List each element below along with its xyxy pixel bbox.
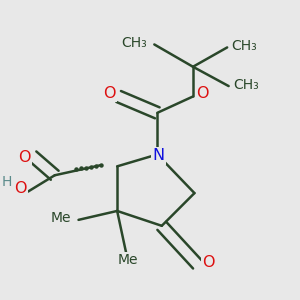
Text: O: O (14, 181, 26, 196)
Text: CH₃: CH₃ (121, 36, 147, 50)
Text: O: O (202, 256, 215, 271)
Text: O: O (103, 86, 116, 101)
Text: CH₃: CH₃ (233, 78, 259, 92)
Text: O: O (18, 150, 31, 165)
Text: H: H (1, 175, 12, 189)
Text: Me: Me (51, 212, 71, 225)
Text: Me: Me (117, 253, 138, 267)
Text: O: O (196, 86, 208, 101)
Text: N: N (153, 148, 165, 164)
Text: CH₃: CH₃ (232, 39, 257, 53)
